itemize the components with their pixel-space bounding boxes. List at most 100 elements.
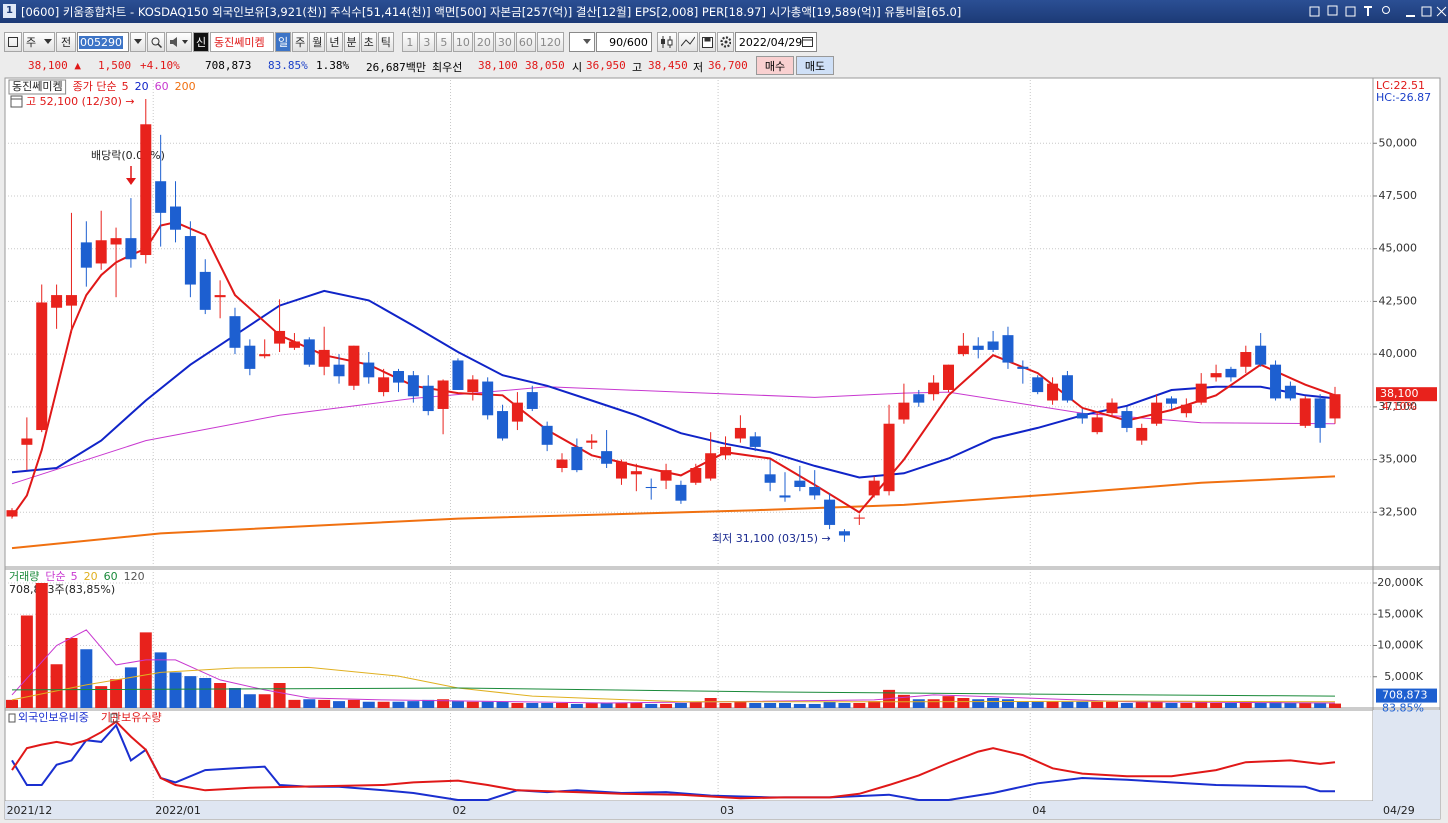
interval-button[interactable]: 3: [418, 32, 435, 52]
maximize[interactable]: [1421, 6, 1432, 17]
legend-label: 60: [155, 80, 169, 93]
interval-button[interactable]: 1: [401, 32, 418, 52]
date-input[interactable]: 2022/04/29: [734, 32, 817, 52]
volume-bar: [228, 688, 241, 708]
y-tick-label: 42,500: [1379, 294, 1418, 307]
period-button[interactable]: 주: [292, 32, 309, 52]
candle-body: [838, 531, 850, 536]
x-tick-label: 02: [453, 804, 467, 817]
icon[interactable]: [1382, 6, 1390, 14]
x-tick-label: 03: [720, 804, 734, 817]
icon[interactable]: [1327, 5, 1338, 16]
candle-body: [883, 423, 895, 492]
settings-button[interactable]: [716, 32, 734, 52]
y-tick-label: 32,500: [1379, 505, 1418, 518]
change-label: 4.10%: [1382, 400, 1417, 413]
scope: 전: [60, 36, 72, 49]
tool-button[interactable]: [656, 32, 677, 52]
candle-body: [467, 379, 479, 393]
candle-body: [1314, 398, 1326, 428]
candle-body: [363, 362, 375, 378]
y-tick-label: 15,000K: [1377, 607, 1423, 620]
period-button[interactable]: 일: [275, 32, 292, 52]
calendar-icon: [802, 37, 813, 47]
window-title: [0600] 키움종합차트 - KOSDAQ150 외국인보유[3,921(천)…: [21, 5, 962, 19]
interval-button[interactable]: 60: [515, 32, 536, 52]
candle-body: [972, 345, 984, 350]
icon[interactable]: [1309, 6, 1320, 17]
volume-ma-line: [11, 629, 1336, 704]
candle-body: [422, 385, 434, 412]
volume-tag-label: 708,873: [1382, 689, 1428, 702]
volume-bar: [556, 703, 569, 708]
candle-body: [526, 392, 538, 409]
volume-bar: [481, 701, 494, 708]
lc-label: LC:22.51: [1376, 79, 1425, 92]
volume-bar: [392, 701, 405, 708]
tool-button[interactable]: [677, 32, 698, 52]
icon: [701, 36, 713, 48]
volume-bar: [273, 683, 286, 708]
volume-bar: [1254, 703, 1267, 708]
volume-bar: [124, 667, 137, 708]
candle-body: [1106, 402, 1118, 414]
period-button[interactable]: 분: [343, 32, 360, 52]
scope-button[interactable]: 전: [56, 32, 76, 52]
volume-bar: [1031, 701, 1044, 708]
candle-body: [170, 206, 182, 230]
interval-button[interactable]: 30: [494, 32, 515, 52]
candle-body: [184, 236, 196, 285]
volume-bar: [868, 701, 881, 708]
icon: [720, 36, 731, 48]
period-button[interactable]: 틱: [377, 32, 394, 52]
candle-body: [497, 411, 509, 439]
candle-body: [749, 436, 761, 447]
volume-bar: [853, 703, 866, 708]
period-button[interactable]: 월: [309, 32, 326, 52]
icon: [151, 37, 162, 48]
save-button[interactable]: [698, 32, 716, 52]
market: 주: [26, 36, 37, 49]
search-button[interactable]: [147, 32, 165, 52]
close[interactable]: [1436, 6, 1447, 17]
volume-bar: [749, 703, 762, 708]
code-dropdown[interactable]: [130, 32, 146, 52]
period-button[interactable]: 초: [360, 32, 377, 52]
count-input[interactable]: 90/600: [595, 32, 652, 52]
icon[interactable]: [1345, 6, 1356, 17]
volume-bar: [1314, 703, 1327, 708]
period-button[interactable]: 년: [326, 32, 343, 52]
sound-button[interactable]: [166, 32, 192, 52]
volume-bar: [972, 699, 985, 708]
candle-body: [407, 375, 419, 397]
candle-body: [957, 345, 969, 355]
code-input[interactable]: 005290: [77, 32, 129, 52]
window-number: 1: [3, 4, 16, 18]
candle-body: [928, 382, 940, 395]
market-select[interactable]: 주: [23, 32, 55, 52]
interval-input[interactable]: [568, 32, 595, 52]
interval-button[interactable]: 20: [473, 32, 494, 52]
candle-body: [1180, 404, 1192, 414]
volume-bar: [50, 664, 63, 708]
interval-button[interactable]: 120: [536, 32, 564, 52]
candle-body: [630, 471, 642, 475]
price: 38,100 ▲: [28, 59, 81, 72]
interval-group: 1 3 5 10 20 30 60 120: [401, 32, 564, 52]
interval-button[interactable]: 10: [452, 32, 473, 52]
menu-icon[interactable]: [4, 32, 22, 52]
volume-tag: [1376, 688, 1437, 703]
candle-body: [1017, 366, 1029, 369]
candle-body: [274, 330, 286, 344]
candle-body: [80, 242, 92, 268]
volume-bar: [288, 699, 301, 708]
volume-bar: [541, 703, 554, 708]
interval-button[interactable]: 5: [435, 32, 452, 52]
volume-bar: [1076, 701, 1089, 708]
y-tick-label: 47,500: [1379, 189, 1418, 202]
buy-button[interactable]: 매수: [756, 56, 794, 75]
y-tick-label: 35,000: [1379, 453, 1418, 466]
sell-button[interactable]: 매도: [796, 56, 834, 75]
